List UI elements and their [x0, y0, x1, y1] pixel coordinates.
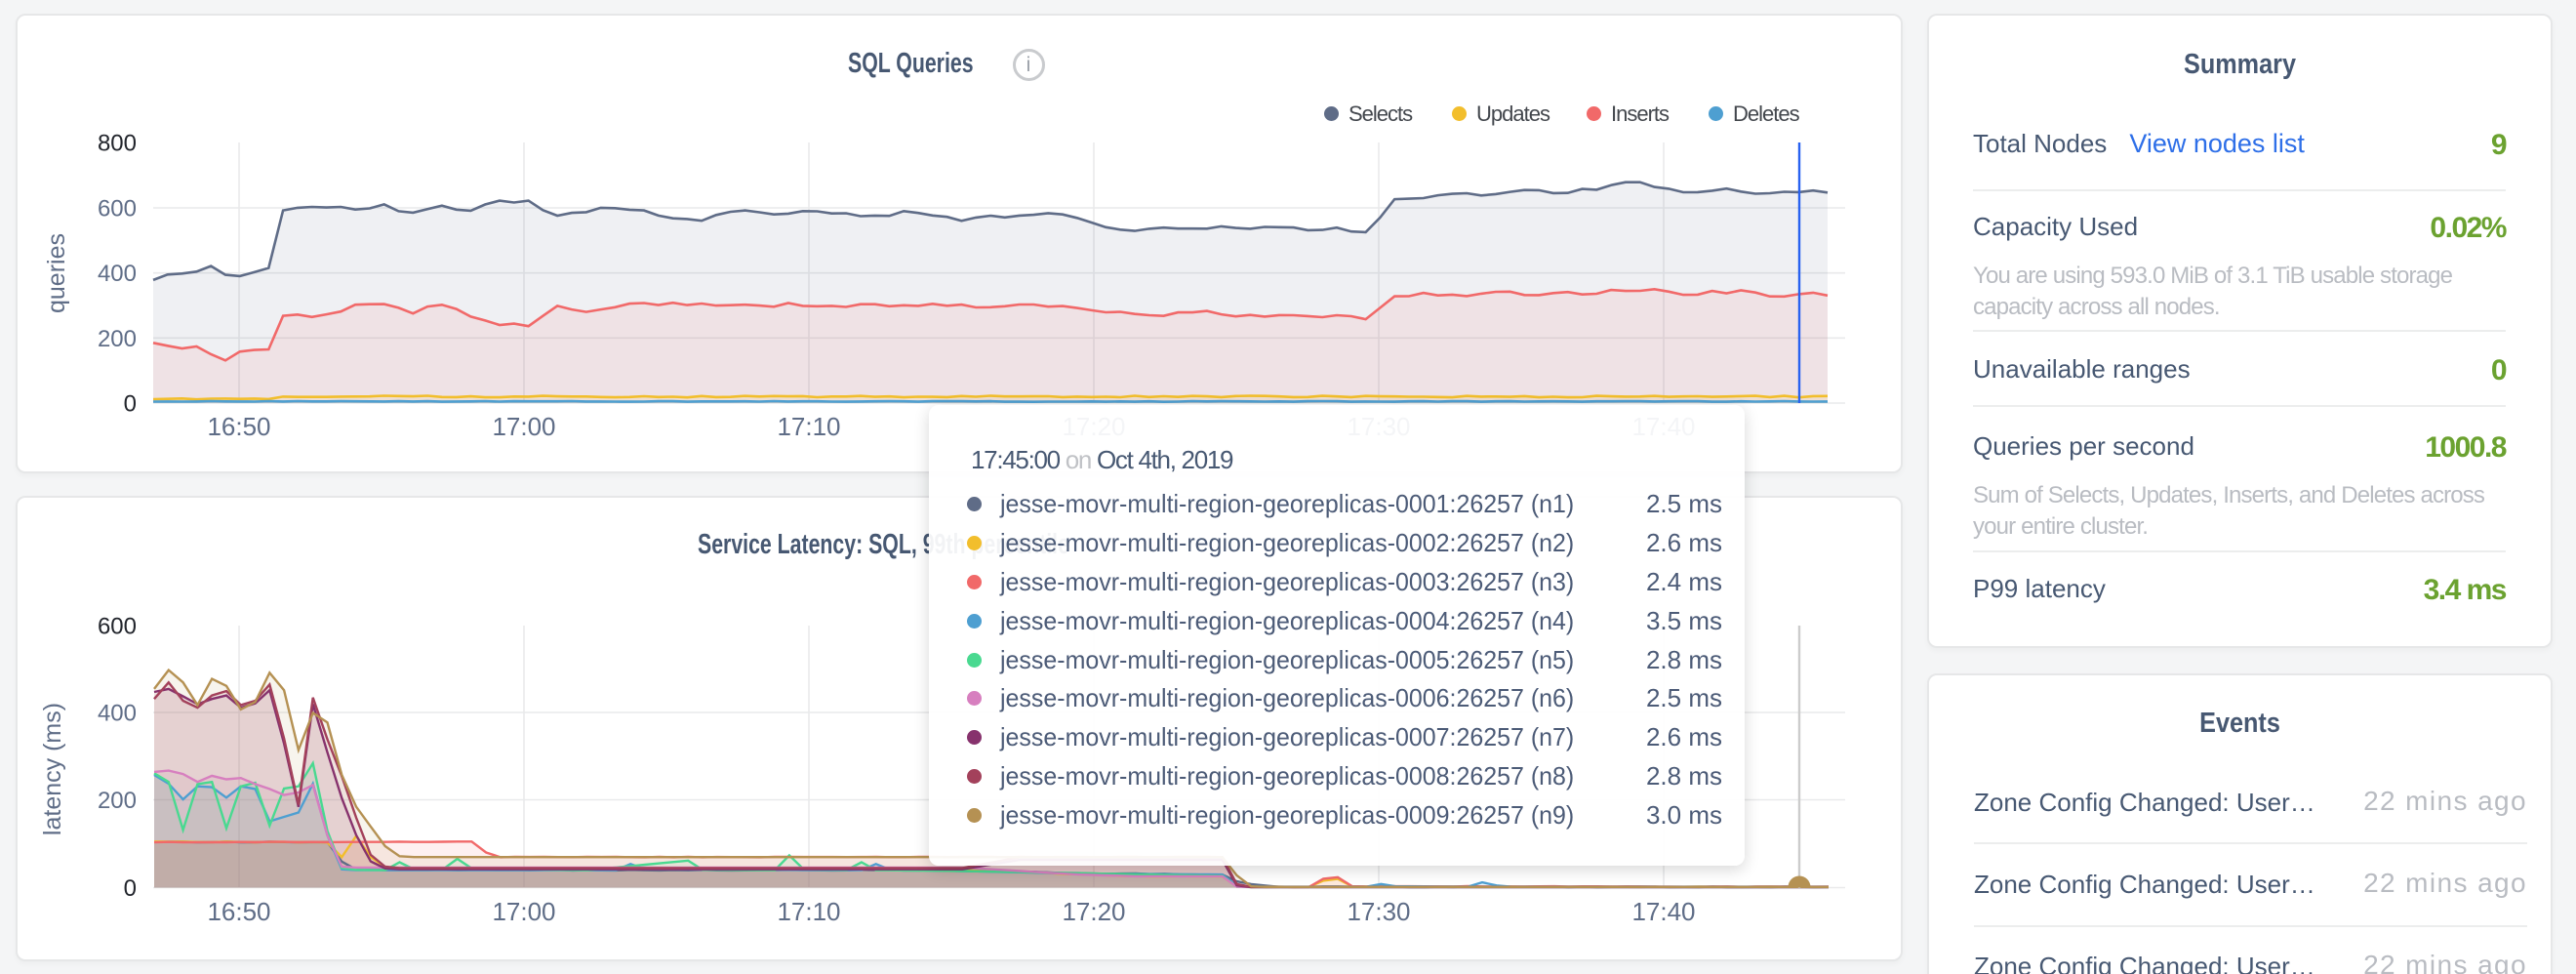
svg-text:17:00: 17:00: [492, 897, 555, 926]
svg-text:latency (ms): latency (ms): [39, 703, 66, 835]
svg-text:600: 600: [98, 196, 137, 223]
svg-text:200: 200: [98, 788, 137, 814]
svg-text:0: 0: [124, 391, 137, 418]
svg-text:600: 600: [98, 614, 137, 640]
svg-text:17:20: 17:20: [1062, 897, 1125, 926]
svg-text:16:50: 16:50: [207, 412, 270, 441]
svg-text:17:10: 17:10: [777, 897, 840, 926]
svg-text:400: 400: [98, 701, 137, 727]
svg-text:0: 0: [124, 875, 137, 902]
svg-text:17:00: 17:00: [492, 412, 555, 441]
svg-text:17:10: 17:10: [777, 412, 840, 441]
svg-text:200: 200: [98, 326, 137, 352]
svg-text:800: 800: [98, 131, 137, 157]
svg-text:400: 400: [98, 261, 137, 287]
svg-text:queries: queries: [43, 233, 70, 313]
svg-text:17:40: 17:40: [1631, 897, 1695, 926]
svg-text:16:50: 16:50: [207, 897, 270, 926]
svg-text:17:30: 17:30: [1347, 897, 1410, 926]
